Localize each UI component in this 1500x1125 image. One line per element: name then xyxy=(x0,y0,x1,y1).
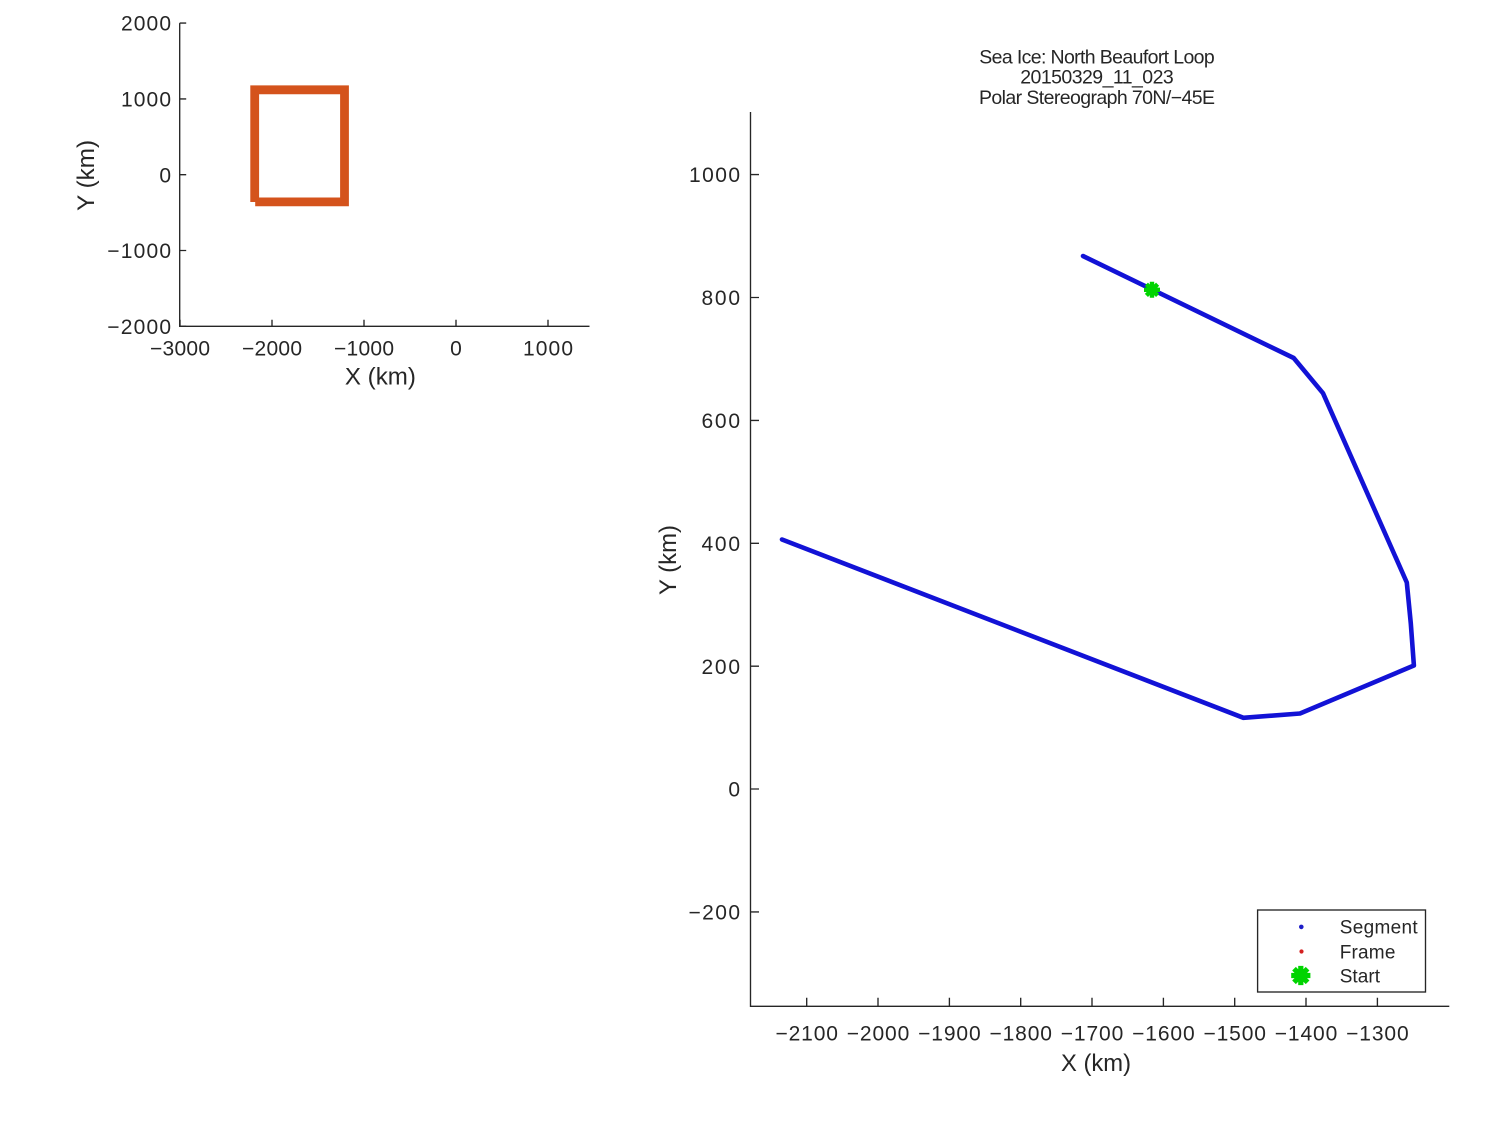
svg-text:Start: Start xyxy=(1340,967,1381,988)
svg-text:−3000: −3000 xyxy=(150,337,210,360)
svg-text:600: 600 xyxy=(702,410,741,433)
svg-text:0: 0 xyxy=(728,779,740,802)
svg-text:20150329_11_023: 20150329_11_023 xyxy=(1020,67,1174,89)
svg-text:Y (km): Y (km) xyxy=(73,140,100,211)
svg-text:Polar Stereograph 70N/−45E: Polar Stereograph 70N/−45E xyxy=(979,87,1215,109)
svg-text:1000: 1000 xyxy=(689,164,740,187)
svg-text:Segment: Segment xyxy=(1340,918,1419,939)
svg-text:0: 0 xyxy=(450,337,462,360)
svg-text:1000: 1000 xyxy=(523,337,573,360)
svg-text:−1600: −1600 xyxy=(1132,1023,1195,1046)
svg-text:−2000: −2000 xyxy=(847,1023,910,1046)
svg-text:−200: −200 xyxy=(689,902,741,925)
svg-text:Sea Ice: North Beaufort Loop: Sea Ice: North Beaufort Loop xyxy=(979,47,1215,69)
svg-text:2000: 2000 xyxy=(121,13,171,36)
svg-text:X (km): X (km) xyxy=(345,363,416,390)
svg-text:−1900: −1900 xyxy=(918,1023,981,1046)
svg-text:−2000: −2000 xyxy=(107,316,171,339)
svg-text:−1000: −1000 xyxy=(334,337,394,360)
svg-text:0: 0 xyxy=(159,164,171,187)
svg-text:−2000: −2000 xyxy=(242,337,302,360)
svg-text:1000: 1000 xyxy=(121,89,171,112)
svg-text:−1300: −1300 xyxy=(1346,1023,1409,1046)
svg-text:−1500: −1500 xyxy=(1203,1023,1266,1046)
svg-text:−1400: −1400 xyxy=(1275,1023,1338,1046)
svg-text:800: 800 xyxy=(702,287,741,310)
svg-text:−1000: −1000 xyxy=(107,240,171,263)
svg-text:−1800: −1800 xyxy=(989,1023,1051,1046)
svg-text:X (km): X (km) xyxy=(1061,1050,1131,1077)
svg-text:200: 200 xyxy=(702,656,741,679)
svg-text:400: 400 xyxy=(702,533,741,556)
svg-text:Y (km): Y (km) xyxy=(655,525,682,595)
svg-text:−1700: −1700 xyxy=(1061,1023,1124,1046)
svg-text:−2100: −2100 xyxy=(775,1023,838,1046)
svg-text:Frame: Frame xyxy=(1340,942,1396,963)
